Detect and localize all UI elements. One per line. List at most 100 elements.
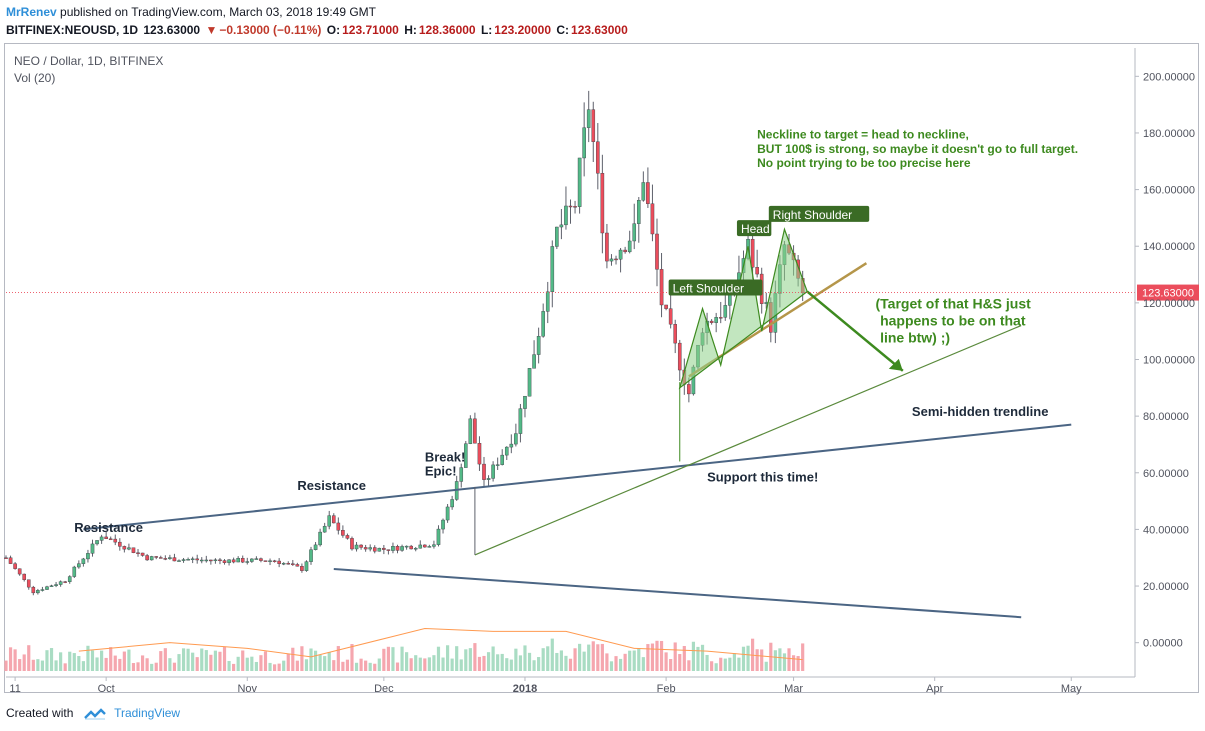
candle-body [714, 317, 718, 323]
candle-body [550, 246, 555, 293]
candle-body [99, 536, 104, 541]
candle-body [527, 368, 532, 397]
candle-body [482, 463, 486, 480]
volume-bar [700, 644, 705, 671]
volume-bar [272, 664, 277, 671]
volume-bar [596, 644, 600, 671]
candle-body [473, 418, 477, 444]
candle-body [309, 549, 313, 562]
semi-hidden-trendline[interactable] [474, 324, 1022, 556]
candle-body [118, 541, 122, 547]
volume-bar [131, 663, 136, 671]
volume-bar [236, 656, 240, 671]
volume-bar [641, 657, 645, 671]
volume-bar [509, 659, 513, 671]
volume-bar [136, 662, 140, 671]
candle-body [63, 581, 67, 583]
volume-bar [614, 656, 618, 671]
candle-body [145, 555, 149, 561]
volume-bar [728, 657, 732, 671]
volume-bar [787, 648, 791, 671]
candle-body [341, 530, 345, 536]
candle-body [677, 342, 682, 371]
candle-body [181, 559, 186, 561]
volume-bar [673, 642, 677, 671]
candle-body [113, 538, 118, 543]
volume-bar [409, 658, 413, 671]
candle-body [281, 563, 286, 565]
candle-body [122, 546, 127, 550]
chart-title: NEO / Dollar, 1D, BITFINEX [14, 54, 163, 68]
volume-bar [45, 650, 49, 671]
candle-body [254, 558, 259, 560]
pattern-label: Left Shoulder [673, 282, 744, 296]
candle-body [336, 522, 341, 531]
volume-bar [732, 653, 736, 671]
x-tick-label: Feb [657, 683, 676, 695]
volume-bar [646, 644, 650, 671]
volume-bar [181, 648, 186, 671]
x-tick-label: Mar [784, 683, 803, 695]
footer: Created with TradingView [6, 706, 180, 720]
volume-bar [527, 652, 532, 671]
descending-trendline[interactable] [333, 568, 1022, 619]
volume-bar [127, 649, 131, 671]
candle-body [591, 109, 596, 142]
volume-bar [418, 657, 422, 671]
volume-bar [49, 648, 54, 671]
candle-body [541, 311, 545, 337]
volume-bar [491, 646, 495, 671]
candle-body [413, 548, 418, 550]
volume-bar [669, 659, 673, 671]
annotation-text: Epic! [425, 464, 457, 479]
candle-body [22, 573, 27, 580]
candle-body [240, 558, 245, 563]
high-label: H: [404, 23, 417, 37]
y-tick-label: 40.00000 [1143, 524, 1189, 536]
volume-bar [295, 660, 299, 671]
volume-bar [177, 654, 181, 671]
resistance-trendline[interactable] [83, 423, 1072, 531]
volume-bar [400, 646, 404, 671]
volume-bar [263, 651, 268, 671]
volume-bar [791, 655, 796, 671]
volume-bar [300, 646, 304, 671]
candle-body [327, 515, 332, 527]
volume-bar [90, 650, 95, 671]
tradingview-link[interactable]: TradingView [114, 706, 181, 720]
volume-bar [564, 655, 568, 671]
candle-body [600, 173, 605, 234]
symbol-label: BITFINEX:NEOUSD, 1D [6, 23, 139, 37]
volume-bar [113, 655, 117, 671]
author-link[interactable]: MrRenev [6, 5, 57, 19]
annotation-text: Support this time! [707, 469, 818, 484]
annotation-text: happens to be on that [880, 313, 1026, 329]
volume-bar [436, 646, 441, 671]
candle-body [609, 258, 614, 262]
candle-body [268, 560, 272, 562]
volume-bar [13, 649, 17, 671]
volume-bar [782, 653, 787, 671]
volume-bar [104, 657, 108, 671]
candle-body [199, 559, 204, 562]
volume-bar [36, 659, 40, 671]
candle-body [149, 556, 154, 561]
candle-body [40, 589, 45, 591]
down-arrow-icon: ▼ [205, 23, 218, 37]
volume-bar [22, 654, 26, 671]
candle-body [596, 141, 600, 174]
target-arrow-line[interactable] [806, 290, 904, 372]
candle-body [577, 157, 582, 207]
volume-bar [450, 658, 454, 671]
candle-body [277, 560, 281, 564]
volume-bar [109, 647, 113, 671]
candle-body [395, 546, 400, 551]
candle-body [222, 560, 227, 563]
volume-bar [150, 663, 154, 671]
high-value: 128.36000 [418, 23, 476, 37]
candle-body [54, 584, 58, 586]
candle-body [586, 109, 591, 128]
candle-body [58, 581, 63, 585]
volume-bar [8, 647, 13, 671]
